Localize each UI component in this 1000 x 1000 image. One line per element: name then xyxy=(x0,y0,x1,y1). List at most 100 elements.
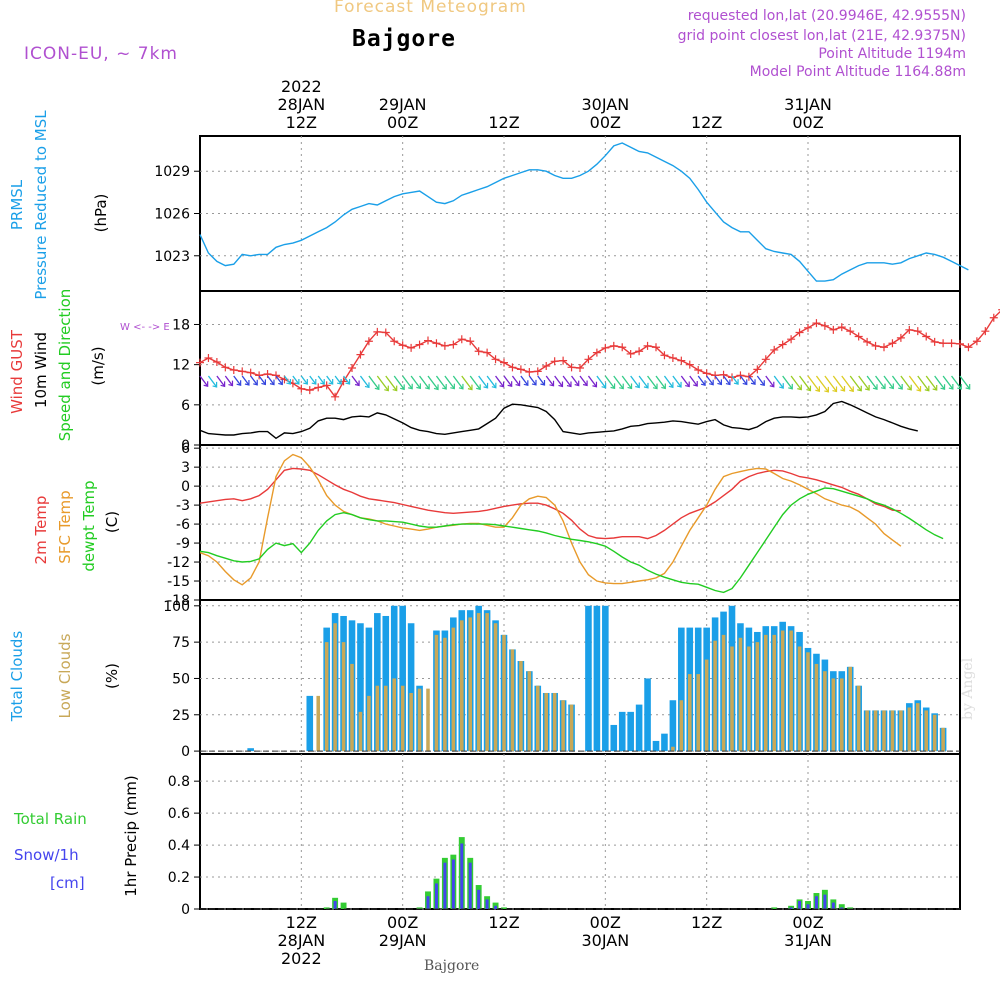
gust-point xyxy=(483,348,492,357)
gust-point xyxy=(922,332,931,341)
gust-point xyxy=(533,367,542,376)
gust-point xyxy=(643,341,652,350)
bottom-time-label: 12Z xyxy=(691,913,722,932)
gust-point xyxy=(322,381,331,390)
wind-arrow-head xyxy=(303,379,308,385)
bar-low-clouds xyxy=(367,695,371,752)
wind-arrow xyxy=(714,375,722,385)
y-tick-label: -6 xyxy=(176,517,190,533)
wind-arrow-head xyxy=(769,381,775,388)
wind-arrow-head xyxy=(278,379,283,386)
wind-arrow-head xyxy=(924,385,930,392)
top-time-label: 30JAN xyxy=(581,95,629,114)
wind-arrow xyxy=(959,375,971,390)
wind-arrow xyxy=(241,375,250,386)
wind-arrow xyxy=(799,375,811,391)
wind-arrow-head xyxy=(889,383,894,390)
wind-arrow xyxy=(435,375,447,390)
bar-total-clouds xyxy=(644,678,651,752)
gust-point xyxy=(905,325,914,334)
wind-arrow-head xyxy=(872,384,878,390)
wind-arrow xyxy=(427,375,439,390)
wind-arrow-head xyxy=(566,381,572,388)
top-time-label: 28JAN xyxy=(277,95,325,114)
gust-point xyxy=(685,360,694,369)
wind-arrow-head xyxy=(779,383,784,389)
gust-point xyxy=(390,337,399,346)
y-tick-label: 3 xyxy=(181,460,190,476)
bar-total-clouds xyxy=(407,623,415,752)
gust-point xyxy=(601,343,610,352)
y-tick-label: 6 xyxy=(181,441,190,457)
wind-arrow-head xyxy=(864,384,870,391)
bar-low-clouds xyxy=(392,678,396,752)
wind-arrow xyxy=(495,375,505,388)
wind-arrow-head xyxy=(965,383,971,390)
wind-arrow xyxy=(925,375,938,391)
gust-label: Wind GUST xyxy=(8,329,26,414)
wind-arrow xyxy=(520,375,529,386)
gust-point xyxy=(314,383,323,392)
bar-low-clouds xyxy=(780,630,785,752)
bar-low-clouds xyxy=(738,637,743,752)
wind-arrow-head xyxy=(228,380,234,387)
bar-total-clouds xyxy=(610,724,618,752)
wind-arrow xyxy=(275,375,283,385)
gust-point xyxy=(795,328,804,337)
gust-point xyxy=(297,384,306,393)
bar-low-clouds xyxy=(924,710,928,752)
gridpoint-coords: grid point closest lon,lat (21E, 42.9375… xyxy=(677,28,966,44)
bar-snow/1h xyxy=(840,907,844,909)
bottom-time-label: 31JAN xyxy=(784,931,832,950)
wind-arrow xyxy=(773,375,784,389)
wind-arrow-head xyxy=(507,381,513,388)
wind-arrow-head xyxy=(652,383,658,390)
wind-arrow xyxy=(748,375,756,385)
bar-snow/1h xyxy=(434,883,438,909)
wind-arrow-head xyxy=(364,382,370,389)
wind-arrow-head xyxy=(717,379,722,386)
gust-point xyxy=(500,358,508,367)
wind-arrow xyxy=(621,375,633,389)
wind-arrow xyxy=(410,375,421,389)
bar-low-clouds xyxy=(476,613,481,752)
wind-arrow xyxy=(832,375,846,392)
bar-low-clouds xyxy=(713,640,717,752)
bar-low-clouds xyxy=(451,627,456,752)
wind-arrow xyxy=(233,375,242,386)
wind-arrow xyxy=(680,375,690,387)
wind-arrow xyxy=(765,375,775,388)
gust-point xyxy=(466,337,475,346)
bar-snow/1h xyxy=(477,889,481,909)
wind-arrow-head xyxy=(940,384,946,390)
gust-point xyxy=(381,328,390,337)
gust-point xyxy=(415,340,424,349)
bar-total-rain xyxy=(340,902,347,909)
wind-arrow xyxy=(604,375,616,389)
bar-low-clouds xyxy=(502,634,506,752)
bar-low-clouds xyxy=(417,688,422,752)
wind-label: 10m Wind xyxy=(32,332,50,408)
wind-arrow-head xyxy=(824,386,829,393)
wind-arrow xyxy=(571,375,580,386)
gust-point xyxy=(753,365,762,374)
gust-point xyxy=(356,350,365,359)
gust-point xyxy=(871,341,880,350)
y-tick-label: 12 xyxy=(172,358,190,374)
gust-point xyxy=(913,327,922,336)
wind-arrow-head xyxy=(840,385,846,392)
series-line-dewpt-temp xyxy=(199,487,944,594)
top-time-label: 12Z xyxy=(691,113,722,132)
wind-arrow xyxy=(537,375,546,386)
pressure-sub-label: Pressure Reduced to MSL xyxy=(32,110,50,300)
wind-arrow-head xyxy=(236,380,242,386)
wind-arrow xyxy=(706,375,714,386)
y-tick-label: 1026 xyxy=(154,207,190,223)
wind-arrow-head xyxy=(515,380,521,387)
wind-arrow-head xyxy=(476,384,481,391)
gust-point xyxy=(812,319,821,328)
bar-low-clouds xyxy=(873,710,878,752)
wind-arrow-head xyxy=(685,381,690,388)
wind-arrow xyxy=(562,375,572,387)
